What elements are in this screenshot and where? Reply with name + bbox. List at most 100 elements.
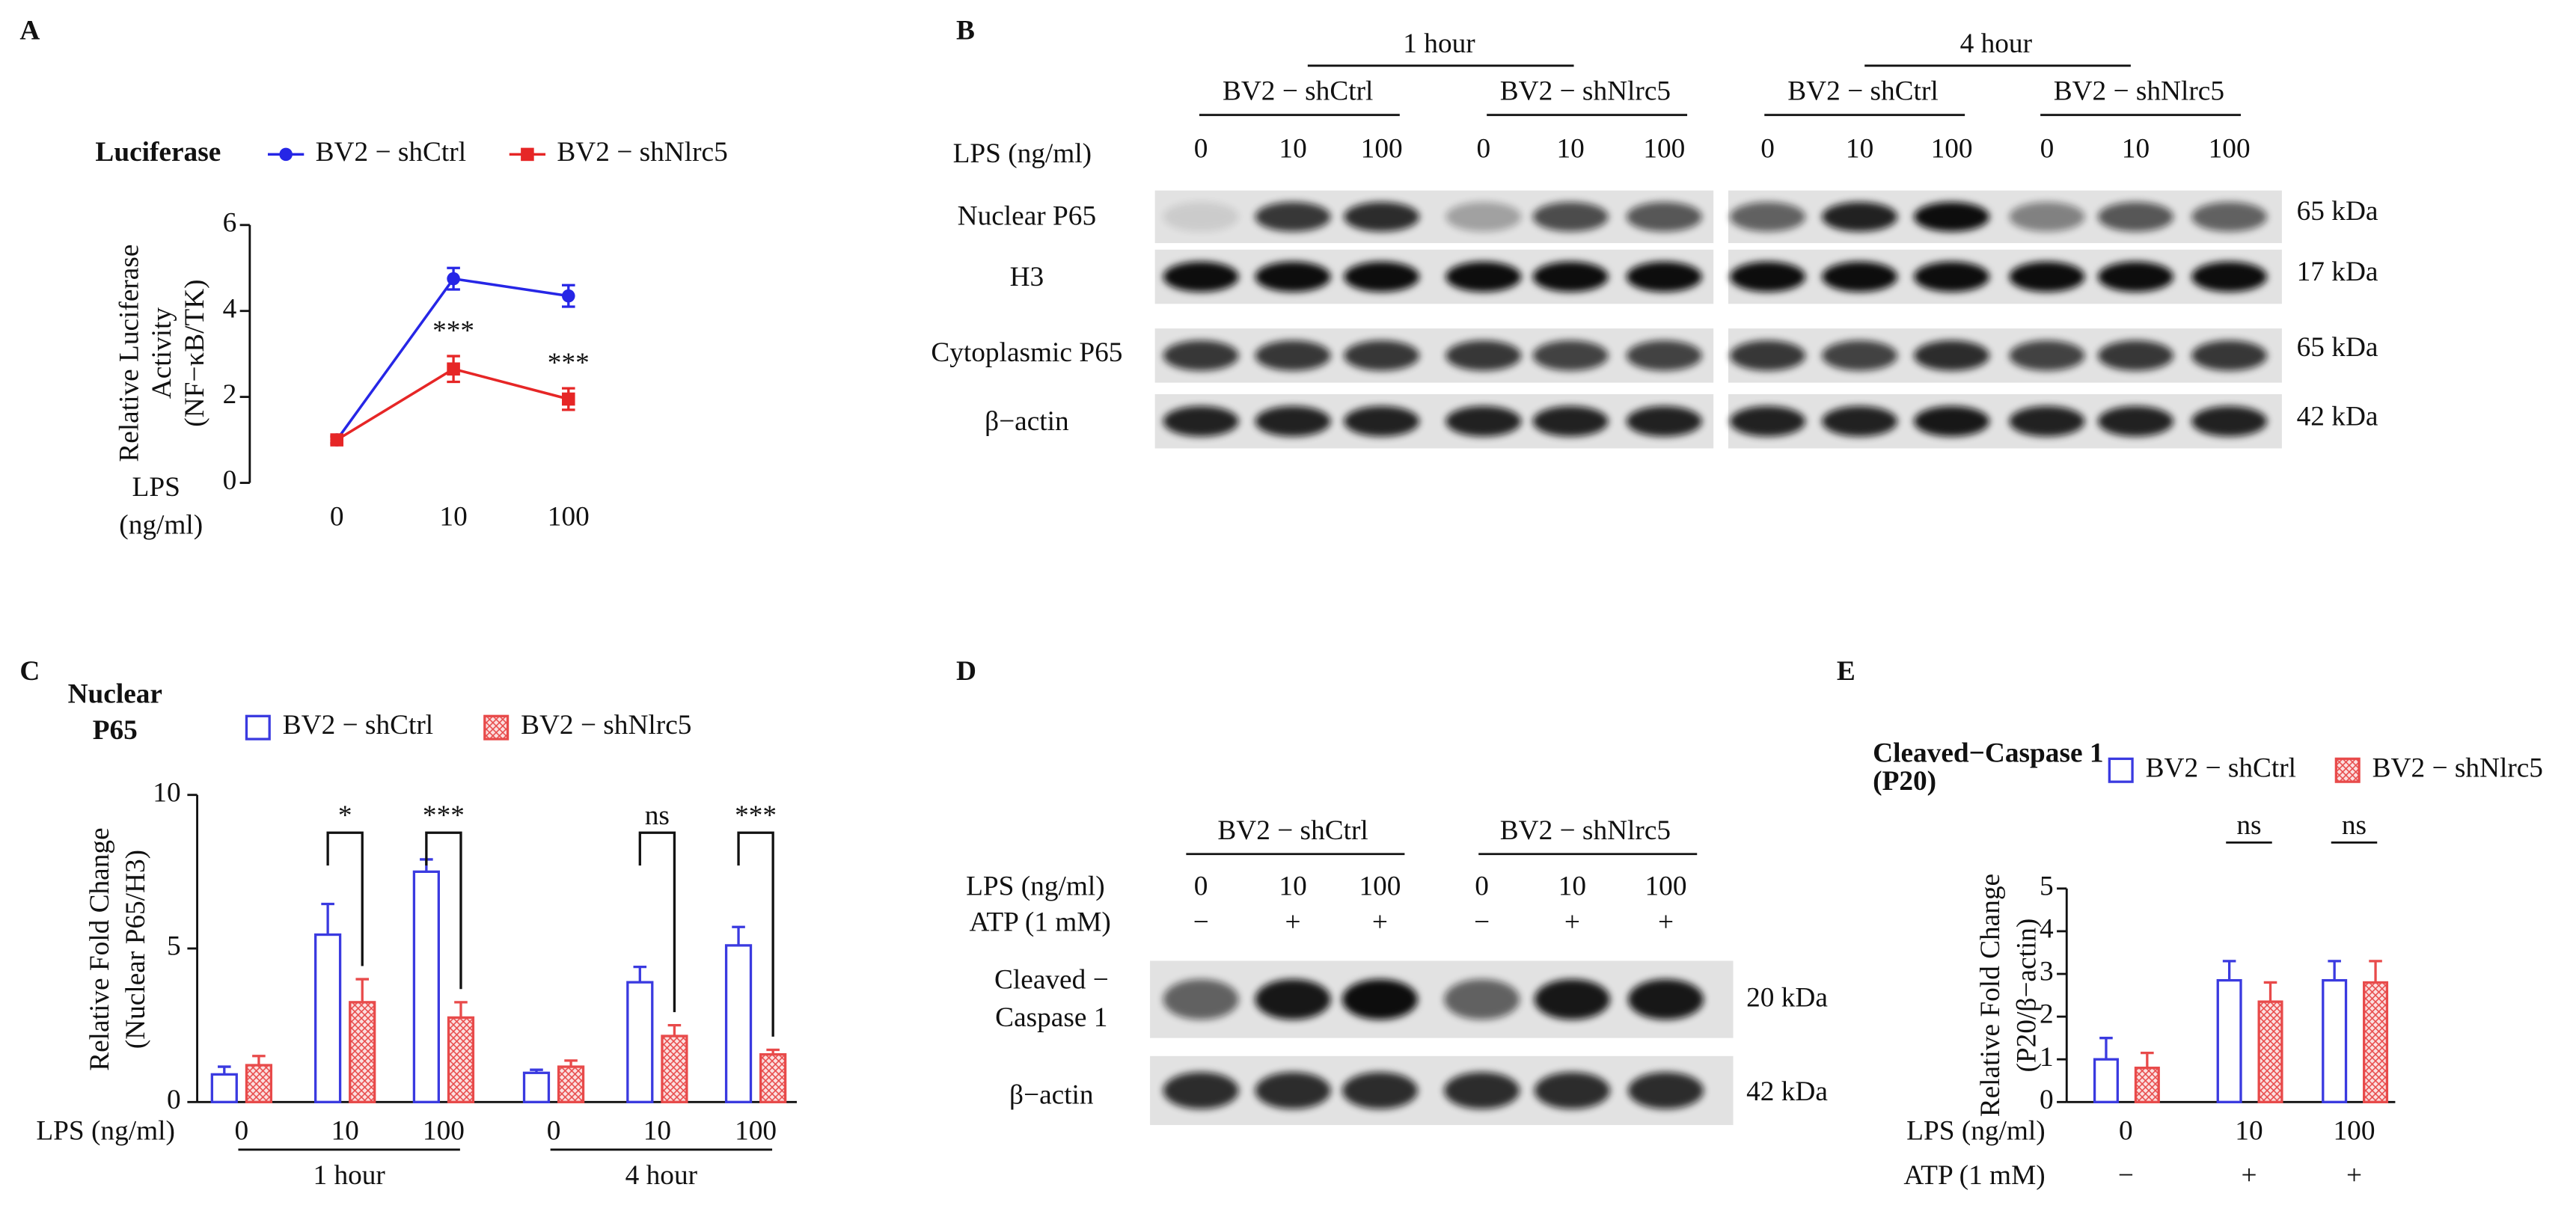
legend-swatch — [2108, 757, 2134, 783]
kda-label: 65 kDa — [2297, 196, 2378, 227]
blot-band — [1255, 405, 1331, 437]
blot-band — [1626, 201, 1702, 232]
point — [447, 272, 460, 286]
blot-band — [1344, 201, 1420, 232]
time-header: 4 hour — [1960, 28, 2033, 59]
blot-band — [1532, 261, 1609, 292]
y-axis-label: (NF−κB/TK) — [180, 279, 210, 426]
lane-label: 0 — [1194, 134, 1208, 165]
blot-band — [2009, 340, 2085, 371]
legend-label: BV2 − shNlrc5 — [2372, 752, 2543, 783]
y-tick-label: 4 — [2040, 914, 2054, 945]
x-tick-label: 10 — [331, 1116, 359, 1147]
significance: *** — [735, 800, 777, 831]
blot-band — [2191, 201, 2268, 232]
blot-band — [1822, 405, 1898, 437]
lps-label: LPS (ng/ml) — [953, 138, 1092, 169]
kda-label: 20 kDa — [1746, 983, 1828, 1014]
error-bar — [530, 1068, 543, 1073]
bar — [2134, 1066, 2160, 1103]
bar — [724, 944, 753, 1103]
legend-swatch — [2334, 757, 2361, 783]
row-label: β−actin — [1009, 1079, 1094, 1110]
kda-label: 42 kDa — [2297, 401, 2378, 432]
blot-band — [1914, 261, 1990, 292]
lane-label: − — [1474, 907, 1490, 938]
atp-label: + — [2346, 1160, 2362, 1191]
y-tick-label: 0 — [167, 1085, 181, 1115]
kda-label: 17 kDa — [2297, 257, 2378, 287]
blot-band — [1534, 978, 1610, 1020]
bar — [245, 1064, 273, 1103]
blot-band — [1445, 405, 1522, 437]
group-label: BV2 − shNlrc5 — [2054, 76, 2224, 107]
lane-label: 100 — [1361, 134, 1403, 165]
lane-label: 0 — [1475, 871, 1489, 901]
blot-band — [1730, 261, 1806, 292]
lane-label: − — [1193, 907, 1209, 938]
bar — [2216, 978, 2242, 1103]
kda-label: 65 kDa — [2297, 332, 2378, 363]
blot-membrane — [1728, 393, 2282, 449]
row-label: β−actin — [985, 406, 1069, 437]
blot-band — [1255, 978, 1331, 1020]
blot-band — [1628, 1072, 1704, 1109]
y-axis-label: (Nuclear P65/H3) — [120, 850, 151, 1049]
blot-membrane — [1728, 328, 2282, 383]
bar — [412, 870, 440, 1103]
blot-band — [1445, 201, 1522, 232]
x-tick-label: 0 — [330, 501, 344, 532]
error-bar — [633, 965, 647, 983]
legend-label: BV2 − shCtrl — [316, 137, 466, 168]
panel-letter: A — [19, 15, 40, 46]
bar — [759, 1053, 787, 1103]
significance: * — [338, 800, 352, 831]
blot-band — [1626, 340, 1702, 371]
bar — [626, 981, 654, 1103]
bar — [447, 1016, 475, 1103]
y-tick-label: 10 — [153, 777, 180, 808]
blot-band — [1444, 1072, 1520, 1109]
blot-band — [1163, 340, 1239, 371]
error-bar — [766, 1048, 780, 1055]
bar — [2257, 1000, 2283, 1103]
lane-label: + — [1285, 907, 1301, 938]
y-axis-label: Activity — [147, 307, 177, 399]
row-label: Cytoplasmic P65 — [931, 337, 1122, 368]
blot-band — [1626, 405, 1702, 437]
group-label: BV2 − shCtrl — [1787, 76, 1938, 107]
group-label: BV2 − shCtrl — [1217, 815, 1368, 846]
x-tick-label: 100 — [2334, 1116, 2375, 1147]
error-bar — [2369, 960, 2382, 983]
blot-band — [1532, 340, 1609, 371]
point — [330, 433, 343, 447]
x-tick-label: 10 — [643, 1116, 671, 1147]
blot-band — [1163, 405, 1239, 437]
error-bar — [732, 925, 745, 945]
x-tick-label: 100 — [423, 1116, 465, 1147]
blot-band — [2009, 201, 2085, 232]
lane-label: 0 — [1760, 134, 1775, 165]
chart-title: P65 — [93, 715, 138, 746]
significance-bracket — [737, 831, 774, 1037]
point — [562, 289, 575, 303]
blot-band — [1626, 261, 1702, 292]
blot-band — [1730, 201, 1806, 232]
blot-band — [1532, 405, 1609, 437]
legend-label: BV2 − shCtrl — [283, 710, 433, 741]
blot-band — [1822, 261, 1898, 292]
significance-bracket — [425, 831, 462, 990]
group-label: 4 hour — [625, 1160, 698, 1191]
bar — [210, 1073, 238, 1103]
blot-band — [1341, 1072, 1418, 1109]
x-axis-label: LPS (ng/ml) — [1906, 1116, 2046, 1147]
error-bar — [667, 1024, 682, 1037]
time-header: 1 hour — [1403, 28, 1475, 59]
blot-membrane — [1154, 249, 1714, 304]
y-tick-label: 2 — [2040, 999, 2054, 1030]
blot-band — [1163, 1072, 1239, 1109]
bar — [557, 1065, 585, 1103]
significance: *** — [423, 800, 465, 831]
